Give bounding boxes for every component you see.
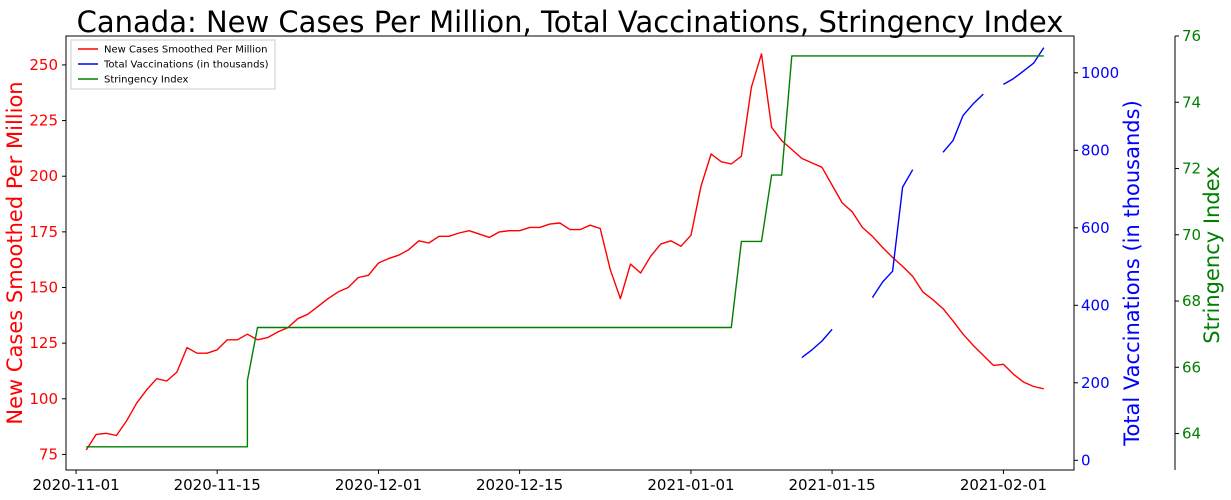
series-line-vaccinations-segment-1	[801, 328, 833, 359]
series-line-cases	[85, 53, 1044, 451]
right-tick-label-vaccinations: 200	[1081, 374, 1110, 392]
left-axis-label: New Cases Smoothed Per Million	[3, 81, 27, 424]
plot-frame	[65, 35, 1075, 471]
right-tick-label-stringency: 66	[1182, 358, 1201, 376]
legend-box	[70, 39, 276, 90]
right-tick-label-vaccinations: 400	[1081, 296, 1110, 314]
left-tick-label: 150	[29, 278, 58, 296]
x-tick-label: 2021-01-01	[647, 476, 734, 494]
legend-label-cases: New Cases Smoothed Per Million	[104, 45, 267, 56]
right-tick-label-stringency: 68	[1182, 292, 1201, 310]
axes-layer: 2020-11-01 2020-11-15 2020-12-01 2020-12-15…	[3, 27, 1224, 494]
series-line-vaccinations-segment-3	[942, 93, 984, 153]
right-tick-label-vaccinations: 600	[1081, 219, 1110, 237]
right-axis-label-stringency: Stringency Index	[1200, 166, 1224, 343]
legend: New Cases Smoothed Per Million Total Vac…	[70, 39, 276, 90]
series-layer	[85, 47, 1045, 451]
legend-label-stringency: Stringency Index	[104, 75, 189, 86]
right-tick-label-stringency: 70	[1182, 226, 1201, 244]
series-line-vaccinations-segment-4	[1003, 47, 1045, 86]
right-tick-label-stringency: 72	[1182, 160, 1201, 178]
x-tick-label: 2021-02-01	[960, 476, 1047, 494]
left-tick-label: 175	[29, 223, 58, 241]
right-tick-label-vaccinations: 1000	[1081, 64, 1119, 82]
left-tick-label: 100	[29, 390, 58, 408]
left-tick-label: 250	[29, 56, 58, 74]
left-tick-label: 75	[39, 445, 58, 463]
legend-label-vaccinations: Total Vaccinations (in thousands)	[103, 60, 269, 71]
x-tick-label: 2020-11-01	[32, 476, 119, 494]
right-tick-label-vaccinations: 800	[1081, 141, 1110, 159]
right-tick-label-stringency: 64	[1182, 425, 1201, 443]
right-tick-label-stringency: 76	[1182, 27, 1201, 45]
right-tick-label-stringency: 74	[1182, 93, 1201, 111]
x-tick-label: 2020-12-15	[476, 476, 563, 494]
right-axis-label-vaccinations: Total Vaccinations (in thousands)	[1120, 100, 1144, 447]
chart-title: Canada: New Cases Per Million, Total Vac…	[77, 5, 1064, 39]
left-tick-label: 200	[29, 167, 58, 185]
series-line-vaccinations-segment-2	[871, 169, 914, 298]
plot-area-border	[65, 35, 1075, 471]
x-tick-label: 2020-12-01	[335, 476, 422, 494]
right-tick-label-vaccinations: 0	[1081, 451, 1091, 469]
series-line-stringency	[86, 55, 1044, 448]
x-tick-label: 2020-11-15	[174, 476, 261, 494]
x-tick-label: 2021-01-15	[788, 476, 875, 494]
left-tick-label: 225	[29, 112, 58, 130]
left-tick-label: 125	[29, 334, 58, 352]
